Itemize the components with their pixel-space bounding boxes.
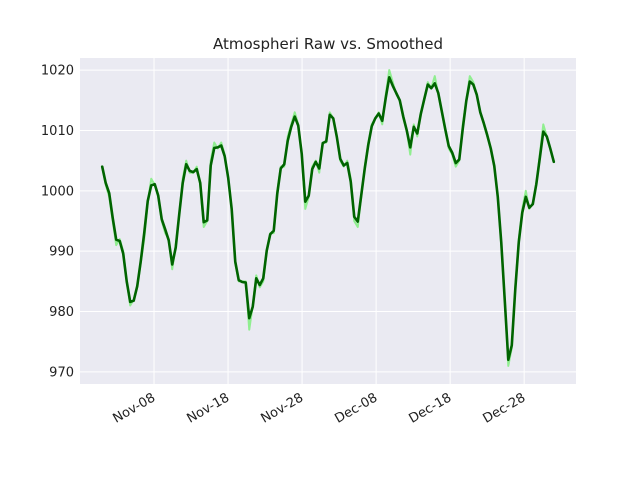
y-tick-label: 970: [49, 365, 74, 380]
y-tick-label: 1010: [41, 124, 74, 139]
series-layer: [100, 69, 556, 367]
y-tick-label: 990: [49, 245, 74, 260]
chart-title: Atmospheri Raw vs. Smoothed: [213, 35, 443, 53]
y-tick-label: 980: [49, 305, 74, 320]
grid: [80, 58, 576, 384]
y-tick-label: 1020: [41, 64, 74, 79]
smoothed-series-line: [100, 76, 556, 362]
y-axis: 970 980 990 1000 1010 1020: [41, 64, 74, 381]
y-tick-label: 1000: [41, 184, 74, 199]
